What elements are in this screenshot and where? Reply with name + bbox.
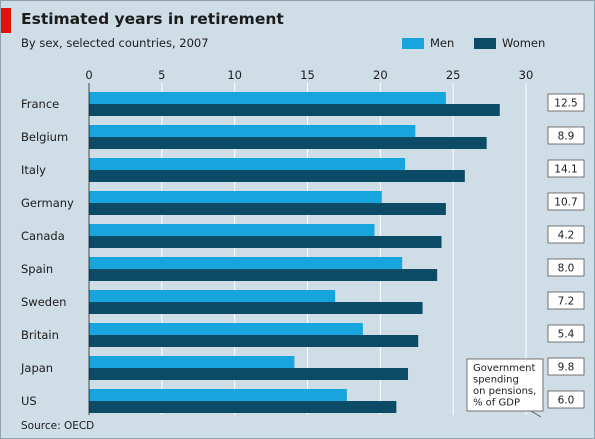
bar-women bbox=[89, 368, 408, 380]
category-label: Belgium bbox=[21, 130, 68, 144]
bar-women bbox=[89, 104, 500, 116]
pension-value: 5.4 bbox=[558, 329, 575, 341]
annotation-pointer bbox=[531, 411, 541, 417]
annotation-line: % of GDP bbox=[473, 398, 520, 409]
category-label: Sweden bbox=[21, 295, 66, 309]
annotation-line: spending bbox=[473, 375, 519, 386]
x-tick-label: 10 bbox=[227, 68, 242, 82]
pension-value: 7.2 bbox=[558, 296, 575, 308]
bar-women bbox=[89, 269, 437, 281]
pension-value: 4.2 bbox=[558, 230, 575, 242]
category-label: Italy bbox=[21, 163, 46, 177]
bar-women bbox=[89, 236, 442, 248]
pension-value: 12.5 bbox=[554, 98, 577, 110]
bar-men bbox=[89, 290, 335, 302]
category-label: Germany bbox=[21, 196, 74, 210]
bar-men bbox=[89, 224, 375, 236]
annotation-line: Government bbox=[473, 363, 535, 374]
bar-men bbox=[89, 125, 415, 137]
x-tick-label: 5 bbox=[158, 68, 165, 82]
category-label: Britain bbox=[21, 328, 59, 342]
bar-men bbox=[89, 323, 363, 335]
annotation-line: on pensions, bbox=[473, 386, 536, 397]
bar-women bbox=[89, 170, 465, 182]
pension-value: 10.7 bbox=[554, 197, 577, 209]
category-label: Canada bbox=[21, 229, 65, 243]
bar-men bbox=[89, 356, 294, 368]
x-tick-label: 25 bbox=[446, 68, 461, 82]
bar-men bbox=[89, 191, 382, 203]
category-label: Spain bbox=[21, 262, 53, 276]
pension-value: 9.8 bbox=[558, 362, 575, 374]
bar-women bbox=[89, 335, 418, 347]
pension-value: 8.0 bbox=[558, 263, 575, 275]
category-label: France bbox=[21, 97, 59, 111]
x-tick-label: 15 bbox=[300, 68, 315, 82]
category-label: US bbox=[21, 394, 37, 408]
bar-women bbox=[89, 401, 396, 413]
bar-women bbox=[89, 137, 487, 149]
bar-men bbox=[89, 389, 347, 401]
category-label: Japan bbox=[20, 361, 53, 375]
bar-men bbox=[89, 92, 446, 104]
pension-value: 8.9 bbox=[558, 131, 575, 143]
x-tick-label: 30 bbox=[519, 68, 534, 82]
bar-women bbox=[89, 203, 446, 215]
pension-value: 14.1 bbox=[554, 164, 577, 176]
bar-women bbox=[89, 302, 423, 314]
x-tick-label: 0 bbox=[85, 68, 92, 82]
bar-men bbox=[89, 158, 405, 170]
bar-men bbox=[89, 257, 402, 269]
x-tick-label: 20 bbox=[373, 68, 388, 82]
source-note: Source: OECD bbox=[21, 420, 94, 432]
pension-value: 6.0 bbox=[558, 395, 575, 407]
